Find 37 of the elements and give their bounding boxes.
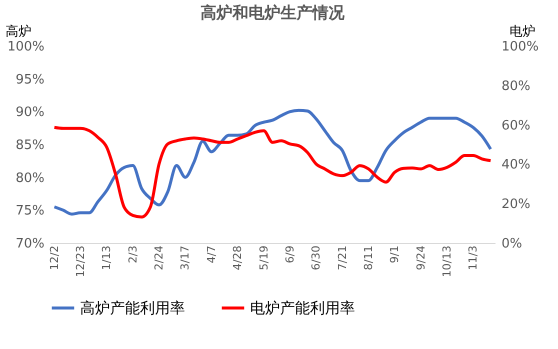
x-tick-label: 2/24: [152, 246, 166, 270]
y2-tick-label: 0%: [502, 236, 522, 252]
line-series: [52, 108, 492, 216]
x-tick-label: 9/1: [388, 246, 402, 264]
y-axis-title: 高炉: [6, 24, 32, 40]
x-tick-label: 12/23: [74, 246, 88, 278]
x-tick-label: 3/17: [178, 246, 192, 270]
x-tick-label: 4/28: [231, 246, 244, 270]
y2-tick-label: 100%: [502, 40, 539, 54]
y-tick-label: 80%: [16, 170, 44, 186]
line-series: [52, 126, 492, 218]
y-tick-label: 75%: [16, 204, 44, 219]
y2-tick-label: 40%: [502, 158, 530, 173]
x-tick-label: 11/3: [466, 246, 480, 270]
x-tick-label: 2/3: [126, 246, 140, 264]
y-tick-label: 90%: [16, 105, 44, 120]
x-tick-label: 7/21: [336, 246, 349, 270]
y-tick-label: 95%: [16, 72, 44, 88]
y-tick-label: 85%: [16, 138, 44, 153]
y-tick-label: 100%: [7, 40, 44, 54]
x-tick-label: 6/9: [283, 246, 296, 264]
x-tick-label: 8/11: [362, 246, 375, 270]
x-tick-label: 6/30: [310, 246, 323, 270]
x-tick-label: 1/13: [100, 246, 114, 270]
y2-axis-title: 电炉: [510, 24, 536, 40]
y2-tick-label: 20%: [502, 197, 530, 212]
x-tick-label: 12/2: [48, 246, 61, 270]
x-tick-label: 4/7: [204, 246, 218, 264]
x-tick-label: 10/13: [440, 246, 454, 278]
x-tick-label: 9/24: [414, 246, 428, 270]
y-tick-label: 70%: [16, 236, 44, 252]
legend-label: 高炉产能利用率: [80, 299, 185, 317]
legend-label: 电炉产能利用率: [250, 299, 355, 317]
y2-tick-label: 60%: [502, 118, 530, 134]
chart-title: 高炉和电炉生产情况: [200, 3, 346, 22]
y2-tick-label: 80%: [502, 78, 530, 94]
x-tick-label: 5/19: [257, 246, 270, 270]
